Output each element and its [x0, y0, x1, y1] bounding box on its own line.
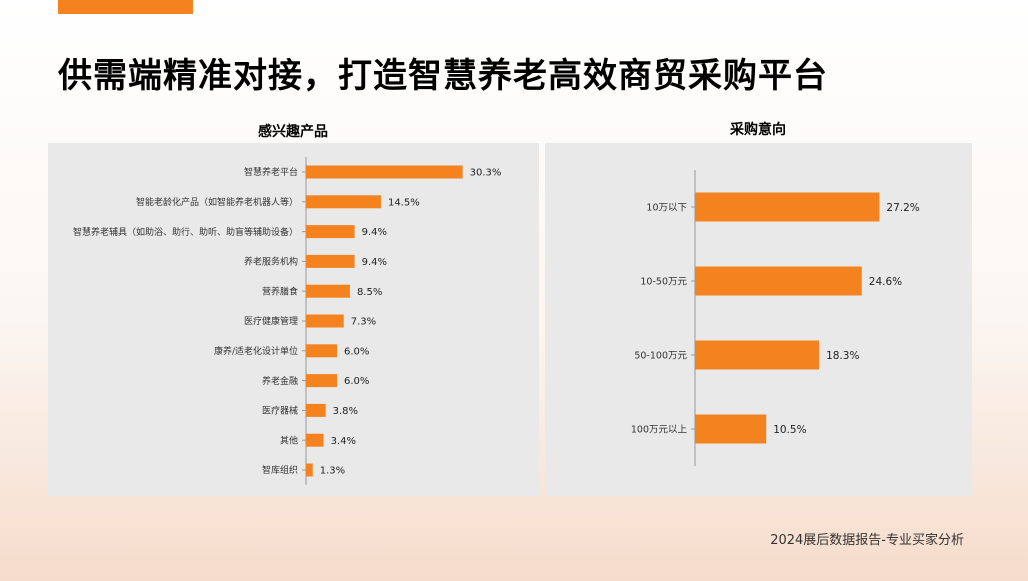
value-label: 18.3% [826, 350, 859, 362]
bar [695, 414, 767, 444]
chart-panel-intent: 10万以下 27.2% 10-50万元 24.6% 50-100万元 18.3% 100万元… [545, 143, 972, 496]
bar [306, 225, 355, 239]
category-label: 10-50万元 [640, 276, 687, 287]
category-label: 医疗健康管理 [244, 315, 298, 327]
bar [306, 374, 338, 388]
bar [306, 284, 350, 298]
value-label: 3.4% [331, 436, 356, 447]
category-label: 10万以下 [646, 202, 687, 213]
category-label: 营养膳食 [262, 285, 298, 297]
bar [306, 403, 326, 417]
value-label: 10.5% [773, 424, 806, 436]
value-label: 9.4% [362, 227, 387, 238]
value-label: 14.5% [388, 197, 420, 208]
accent-bar [58, 0, 193, 14]
category-label: 智慧养老辅具（如助浴、助行、助听、助盲等辅助设备） [73, 226, 298, 238]
value-label: 9.4% [362, 257, 387, 268]
report-footer: 2024展后数据报告-专业买家分析 [770, 533, 964, 548]
chart-panel-products: 智慧养老平台 30.3% 智能老龄化产品（如智能养老机器人等） 14.5% 智慧养老辅具… [48, 143, 539, 496]
page-title: 供需端精准对接，打造智慧养老高效商贸采购平台 [58, 56, 828, 96]
category-label: 智能老龄化产品（如智能养老机器人等） [136, 196, 298, 208]
bar [695, 192, 880, 222]
value-label: 27.2% [886, 202, 919, 214]
category-label: 其他 [280, 434, 298, 446]
bar [306, 165, 463, 179]
bar [695, 340, 820, 370]
intent-bar-chart: 10万以下 27.2% 10-50万元 24.6% 50-100万元 18.3% 100万元… [631, 170, 920, 466]
bar [306, 314, 344, 328]
value-label: 30.3% [470, 168, 502, 179]
bar [306, 463, 313, 477]
bar [306, 344, 338, 358]
value-label: 1.3% [320, 466, 345, 477]
value-label: 6.0% [344, 346, 369, 357]
bar [306, 433, 324, 447]
bar [306, 254, 355, 268]
chart-title-products: 感兴趣产品 [258, 124, 328, 140]
products-bar-chart: 智慧养老平台 30.3% 智能老龄化产品（如智能养老机器人等） 14.5% 智慧养老辅具… [73, 157, 502, 485]
category-label: 医疗器械 [262, 405, 298, 417]
value-label: 24.6% [869, 276, 902, 288]
category-label: 智库组织 [262, 464, 298, 476]
category-label: 50-100万元 [634, 350, 687, 361]
bar [306, 195, 381, 209]
category-label: 养老服务机构 [244, 256, 298, 268]
category-label: 养老金融 [262, 375, 298, 387]
value-label: 3.8% [333, 406, 358, 417]
category-label: 100万元以上 [631, 424, 688, 435]
value-label: 7.3% [351, 317, 376, 328]
category-label: 康养/适老化设计单位 [214, 345, 298, 357]
bar [695, 266, 862, 296]
category-label: 智慧养老平台 [244, 166, 298, 178]
value-label: 6.0% [344, 376, 369, 387]
chart-title-intent: 采购意向 [730, 122, 786, 138]
value-label: 8.5% [357, 287, 382, 298]
